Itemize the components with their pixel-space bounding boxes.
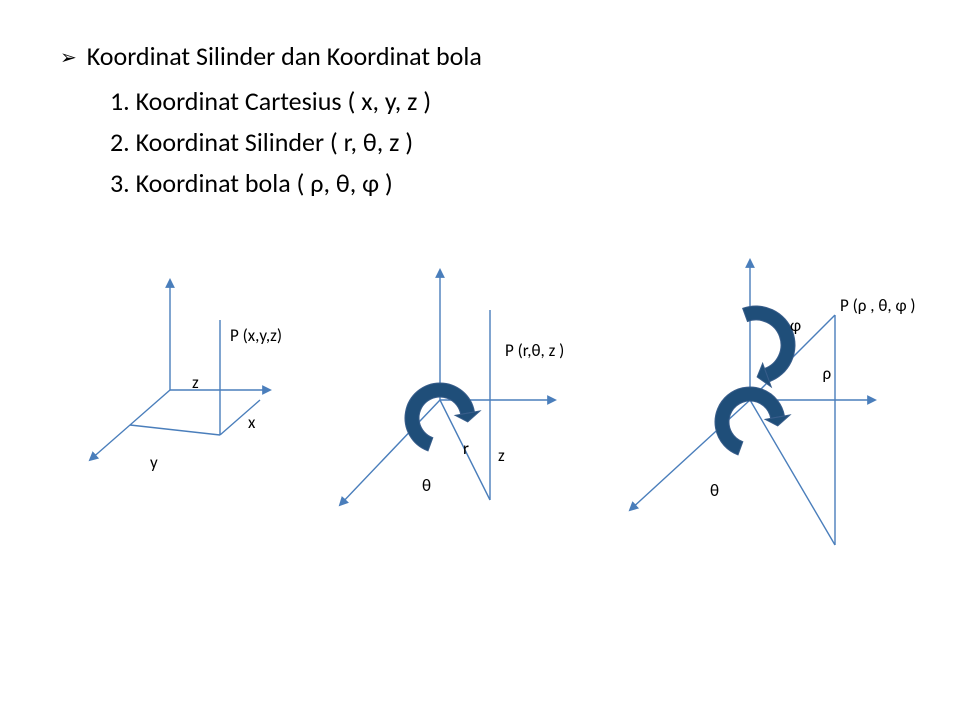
diagram-cylindrical bbox=[320, 270, 580, 550]
list-item-1: 1. Koordinat Cartesius ( x, y, z ) bbox=[110, 82, 900, 121]
list-item-3: 3. Koordinat bola ( ρ, θ, ɸ ) bbox=[110, 164, 900, 203]
d2-r-label: r bbox=[463, 438, 469, 459]
d3-point-label: P (ρ , θ, ɸ ) bbox=[840, 295, 916, 316]
heading: ➢ Koordinat Silinder dan Koordinat bola bbox=[60, 40, 900, 72]
d3-rho-label: ρ bbox=[823, 363, 832, 384]
list-item-2: 2. Koordinat Silinder ( r, θ, z ) bbox=[110, 123, 900, 162]
bullet-icon: ➢ bbox=[60, 45, 77, 70]
d2-point-label: P (r,θ, z ) bbox=[505, 340, 564, 361]
diagram-cartesian bbox=[60, 270, 290, 500]
diagrams-area: P (x,y,z) x y z P (r,θ, z ) r θ z P (ρ ,… bbox=[0, 250, 960, 670]
d3-theta-label: θ bbox=[710, 480, 719, 501]
heading-text: Koordinat Silinder dan Koordinat bola bbox=[87, 40, 482, 72]
d3-phi-label: ɸ bbox=[790, 315, 801, 336]
d1-y-label: y bbox=[150, 452, 158, 473]
numbered-list: 1. Koordinat Cartesius ( x, y, z ) 2. Ko… bbox=[110, 82, 900, 203]
d2-theta-label: θ bbox=[422, 475, 431, 496]
d1-z-label: z bbox=[192, 372, 199, 393]
d1-point-label: P (x,y,z) bbox=[230, 325, 282, 346]
d2-z-label: z bbox=[498, 445, 505, 466]
d1-x-label: x bbox=[248, 412, 255, 433]
